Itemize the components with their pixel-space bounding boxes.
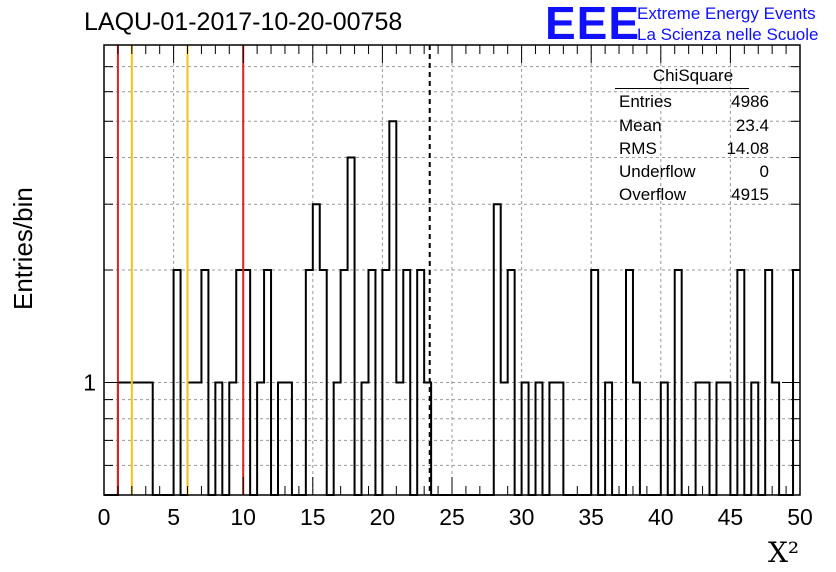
tick-labels: 0 5 10 15 20 25 30 35 40 45 50 1 bbox=[83, 370, 813, 531]
axis-ticks bbox=[103, 45, 801, 495]
x-tick-label: 25 bbox=[439, 504, 465, 530]
x-tick-label: 0 bbox=[98, 504, 111, 530]
x-tick-label: 10 bbox=[230, 504, 256, 530]
reference-lines bbox=[116, 45, 431, 495]
x-axis-label: X² bbox=[768, 536, 800, 569]
stats-label: Underflow bbox=[619, 162, 696, 181]
y-axis-label-wrap: Entries/bin bbox=[8, 180, 38, 320]
stats-row-overflow: Overflow 4915 bbox=[619, 185, 769, 207]
x-tick-label: 50 bbox=[787, 504, 813, 530]
y-tick-label: 1 bbox=[83, 370, 96, 396]
x-tick-label: 15 bbox=[300, 504, 326, 530]
stats-label: Mean bbox=[619, 116, 662, 135]
logo-line-2: La Scienza nelle Scuole bbox=[637, 25, 819, 44]
stats-value: 23.4 bbox=[735, 116, 769, 135]
stats-row-underflow: Underflow 0 bbox=[619, 162, 769, 184]
stats-label: RMS bbox=[619, 139, 657, 158]
eee-logo-mark: EEE bbox=[545, 0, 641, 49]
stats-title: ChiSquare bbox=[652, 66, 734, 85]
stats-value: 4915 bbox=[731, 185, 769, 204]
x-tick-label: 5 bbox=[167, 504, 180, 530]
histogram-bin bbox=[389, 121, 396, 495]
stats-value: 4986 bbox=[731, 92, 769, 111]
x-tick-label: 40 bbox=[648, 504, 674, 530]
logo-line-1: Extreme Energy Events bbox=[637, 4, 816, 23]
eee-logo: EEE Extreme Energy Events La Scienza nel… bbox=[545, 0, 830, 49]
stats-row-rms: RMS 14.08 bbox=[619, 139, 769, 161]
stats-value: 14.08 bbox=[726, 139, 769, 158]
stats-row-mean: Mean 23.4 bbox=[619, 116, 769, 138]
stats-row-entries: Entries 4986 bbox=[619, 92, 769, 114]
y-axis-label: Entries/bin bbox=[8, 187, 38, 310]
x-tick-label: 30 bbox=[509, 504, 535, 530]
chart-title: LAQU-01-2017-10-20-00758 bbox=[84, 8, 403, 36]
stats-label: Entries bbox=[619, 92, 672, 111]
histogram-bin bbox=[348, 158, 355, 496]
stats-label: Overflow bbox=[619, 185, 687, 204]
histogram-bin bbox=[494, 204, 501, 495]
stats-value: 0 bbox=[759, 162, 769, 181]
x-tick-label: 35 bbox=[578, 504, 604, 530]
stats-divider bbox=[615, 88, 749, 89]
stats-box: ChiSquare Entries 4986 Mean 23.4 RMS 14.… bbox=[609, 64, 777, 210]
histogram-bin bbox=[313, 204, 320, 495]
x-tick-label: 20 bbox=[370, 504, 396, 530]
x-tick-label: 45 bbox=[718, 504, 744, 530]
